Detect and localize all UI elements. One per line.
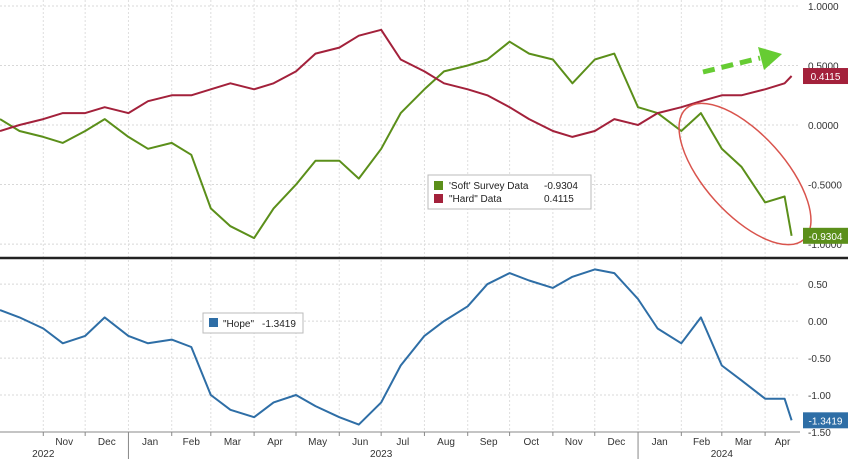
x-tick-label: Dec (98, 437, 116, 448)
top-y-tick-label: -0.5000 (808, 181, 842, 192)
x-tick-label: Nov (565, 437, 583, 448)
legend-series-name: "Hard" Data (449, 194, 502, 205)
bottom-y-tick-label: 0.00 (808, 317, 828, 328)
x-tick-label: Aug (437, 437, 455, 448)
hard-data-value-label: 0.4115 (811, 72, 841, 83)
legend-swatch (434, 194, 443, 203)
x-year-label: 2023 (370, 449, 393, 459)
top-panel-y-ticks: 1.0000 0.5000 0.0000 -0.5000 -1.0000 (808, 2, 842, 251)
top-y-tick-label: 0.5000 (808, 61, 839, 72)
bottom-y-tick-label: -0.50 (808, 354, 831, 365)
x-tick-label: Jan (652, 437, 668, 448)
legend-series-value: -1.3419 (262, 319, 296, 330)
top-series-line (0, 40, 793, 240)
trend-arrow-shaft (702, 55, 761, 75)
x-year-label: 2022 (32, 449, 55, 459)
legend-series-name: "Hope" (223, 319, 254, 330)
x-tick-label: Sep (480, 437, 498, 448)
x-tick-label: Apr (267, 437, 283, 448)
last-value-labels: 0.4115 -0.9304 -1.3419 (803, 68, 848, 429)
top-series-line (0, 28, 793, 138)
x-gridlines (42, 0, 766, 432)
x-tick-label: Feb (183, 437, 201, 448)
bottom-panel-grid (0, 283, 800, 433)
x-tick-label: Jan (142, 437, 158, 448)
x-tick-label: Jun (352, 437, 368, 448)
x-axis-ticks: Nov Dec Jan Feb Mar Apr May Jun Jul Aug Sep Oct Nov D… (32, 432, 791, 459)
soft-data-value-label: -0.9304 (809, 232, 843, 243)
bottom-y-tick-label: -1.50 (808, 428, 831, 439)
x-tick-label: Mar (735, 437, 753, 448)
legend-series-value: -0.9304 (544, 181, 578, 192)
top-panel-series (0, 28, 793, 240)
x-tick-label: Mar (224, 437, 242, 448)
x-tick-label: Feb (693, 437, 711, 448)
legend-swatch (209, 318, 218, 327)
x-tick-label: Apr (775, 437, 791, 448)
soft-data-value-box (803, 227, 848, 244)
trend-arrow-head (758, 47, 782, 70)
top-y-tick-label: 1.0000 (808, 2, 839, 13)
top-y-tick-label: 0.0000 (808, 121, 839, 132)
bottom-panel-series (0, 268, 793, 426)
x-tick-label: Dec (608, 437, 626, 448)
bottom-series-line (0, 268, 793, 426)
bottom-y-tick-label: -1.00 (808, 391, 831, 402)
x-tick-label: Oct (523, 437, 539, 448)
bottom-y-tick-label: 0.50 (808, 280, 828, 291)
legend-series-value: 0.4115 (544, 194, 574, 205)
hope-value-label: -1.3419 (809, 416, 843, 427)
x-tick-label: Nov (55, 437, 73, 448)
hard-data-value-box (803, 68, 848, 85)
legend-swatch (434, 181, 443, 190)
bottom-legend-box (202, 312, 304, 334)
top-y-tick-label: -1.0000 (808, 240, 842, 251)
x-tick-label: Jul (396, 437, 409, 448)
legends: 'Soft' Survey Data -0.9304 "Hard" Data 0.41… (202, 174, 592, 334)
x-year-label: 2024 (711, 449, 734, 459)
top-legend-box (427, 174, 592, 210)
legend-series-name: 'Soft' Survey Data (449, 181, 529, 192)
hope-value-box (803, 412, 848, 429)
bottom-panel-y-ticks: 0.50 0.00 -0.50 -1.00 -1.50 (808, 280, 831, 439)
top-panel-grid (0, 5, 800, 245)
x-tick-label: May (308, 437, 327, 448)
